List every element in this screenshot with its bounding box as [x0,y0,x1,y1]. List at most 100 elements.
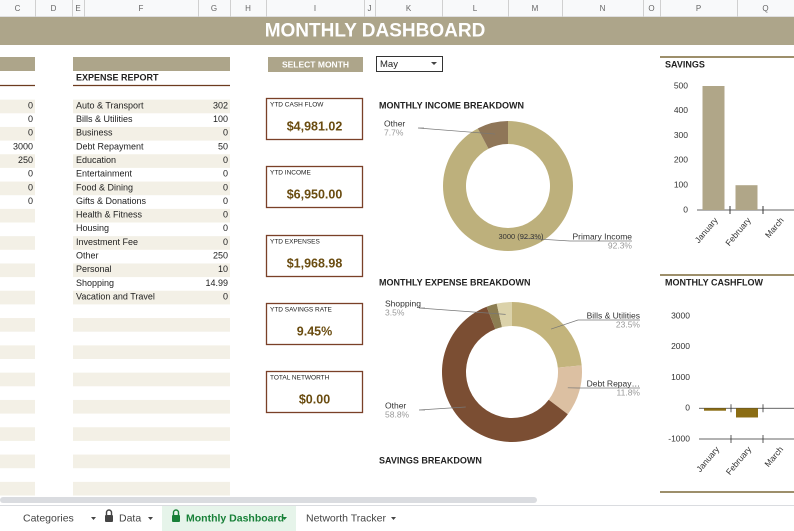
column-header: H [245,4,251,13]
expense-value: 0 [223,223,228,233]
leader-line [550,319,640,330]
expense-name: Auto & Transport [76,100,144,110]
tab-menu-arrow [148,517,153,520]
expense-name: Gifts & Donations [76,196,147,206]
active-tab-background [162,506,296,531]
expense-name: Vacation and Travel [76,291,155,301]
kpi-box [265,370,364,414]
expense-value: 14.99 [205,278,228,288]
sheet-tab[interactable]: Monthly Dashboard [186,512,284,524]
expense-name: Debt Repayment [76,141,144,151]
stripe [0,208,35,223]
kpi-value: $0.00 [299,392,330,406]
stripe [0,126,35,141]
expense-name: Shopping [76,278,114,288]
kpi-value: 9.45% [297,324,332,338]
expense-value: 100 [213,114,228,124]
slice-label: Other [385,400,406,410]
expense-value: 250 [213,251,228,261]
month-dropdown-value[interactable]: May [380,59,398,70]
stripe [0,236,35,250]
slice-label: Primary Income [572,231,632,241]
stripe [0,290,35,305]
cell-value: 0 [28,114,33,124]
cell-value: 3000 [13,141,33,151]
stripe [73,236,230,250]
y-tick-label: 400 [674,105,688,115]
sheet-tab[interactable]: Data [119,512,141,524]
stripe [0,454,35,469]
dashboard-title: MONTHLY DASHBOARD [265,21,486,42]
expense-value: 0 [223,237,228,247]
kpi-label: YTD CASH FLOW [270,102,324,109]
stripe [73,427,230,441]
cell-value: 250 [18,155,33,165]
title-bar [0,17,794,45]
column-header: Q [762,4,768,13]
stripe [73,345,230,359]
slice-label: Shopping [385,298,421,308]
column-header: N [600,4,606,13]
bar [735,185,758,210]
stripe [73,99,230,114]
select-month-button [268,57,363,72]
stripe [73,372,230,387]
column-header: G [211,4,217,13]
y-tick-label: 3000 [671,310,690,320]
y-tick-label: 500 [674,80,688,90]
donut-slice [477,121,508,149]
y-tick-label: 2000 [671,341,690,351]
expense-name: Investment Fee [76,237,138,247]
stripe [73,290,230,305]
inside-label: 3000 (92.3%) [498,232,544,241]
donut-slice [548,365,582,415]
kpi-label: YTD SAVINGS RATE [270,307,333,314]
column-header: P [696,4,701,13]
column-header: I [314,4,316,13]
y-tick-label: 100 [674,179,688,189]
kpi-box [265,97,364,141]
stripe [0,481,35,496]
stripe [0,345,35,359]
kpi-label: TOTAL NETWORTH [270,375,330,382]
kpi-value: $1,968.98 [287,256,343,270]
expense-value: 50 [218,141,228,151]
stripe [73,481,230,496]
horizontal-scrollbar[interactable] [0,497,537,503]
sheet-tab[interactable]: Networth Tracker [306,512,386,524]
cell-value: 0 [28,182,33,192]
stripe [73,126,230,141]
expense-header-bar [73,57,230,71]
lock-shackle [105,509,113,515]
kpi-value: $4,981.02 [287,119,343,133]
leader-line [418,406,466,411]
bar [704,408,726,411]
donut-slice [441,306,568,443]
expense-value: 0 [223,128,228,138]
expense-value: 10 [218,264,228,274]
lock-icon [105,515,113,522]
column-header: O [648,4,654,13]
donut-slice [443,121,574,251]
expense-value: 302 [213,100,228,110]
stripe [0,318,35,332]
tab-menu-arrow [91,517,96,520]
cell-value: 0 [28,169,33,179]
stripe [73,181,230,196]
kpi-box [265,234,364,278]
chart-title: SAVINGS [665,59,705,69]
column-header: M [532,4,539,13]
sheet-tab[interactable]: Categories [23,512,74,524]
chart-title: SAVINGS BREAKDOWN [379,455,482,465]
leader-line [418,307,506,315]
expense-value: 0 [223,182,228,192]
column-header: L [473,4,478,13]
tab-menu-arrow [391,517,396,520]
expense-report-title: EXPENSE REPORT [76,72,159,82]
stripe [0,99,35,114]
stripe [73,399,230,414]
stripe [73,454,230,469]
month-dropdown[interactable] [376,56,443,72]
column-header: K [406,4,412,13]
expense-value: 0 [223,210,228,220]
